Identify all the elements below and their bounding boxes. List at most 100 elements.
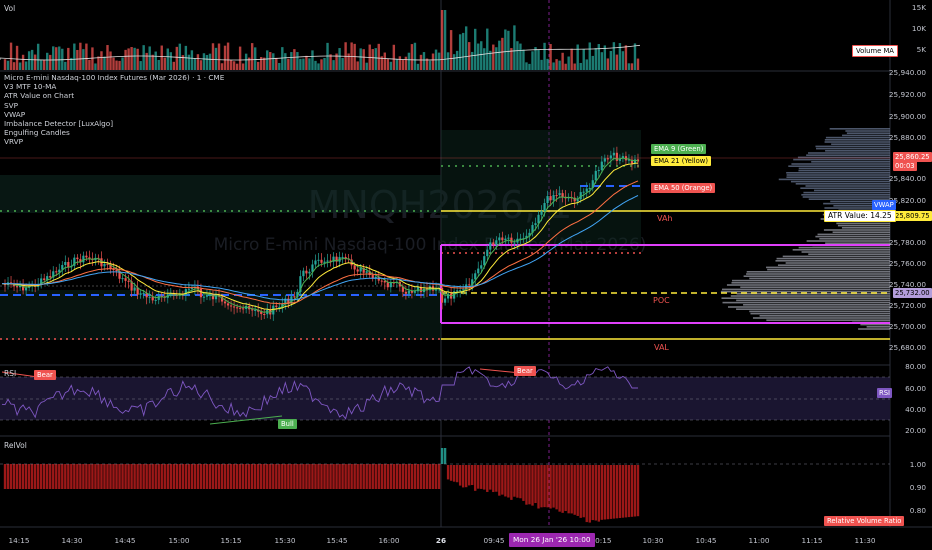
time-label: 14:30 bbox=[61, 536, 83, 545]
vwap-axis-tag: VWAP bbox=[872, 200, 896, 210]
volume-bar bbox=[193, 58, 197, 70]
volume-bar bbox=[181, 55, 185, 70]
volume-bar bbox=[205, 54, 209, 70]
time-label: 15:15 bbox=[220, 536, 242, 545]
profile-bar bbox=[858, 328, 890, 330]
candle-body bbox=[513, 242, 516, 244]
relvol-bar bbox=[253, 464, 257, 489]
relvol-bar bbox=[187, 464, 191, 489]
volume-bar bbox=[374, 48, 377, 70]
profile-bar bbox=[819, 238, 890, 240]
volume-bar bbox=[49, 54, 52, 70]
candle-body bbox=[242, 308, 245, 310]
profile-bar bbox=[750, 312, 890, 315]
candle-body bbox=[410, 290, 414, 293]
indicator-svp[interactable]: SVP bbox=[4, 100, 19, 110]
relvol-bar bbox=[440, 448, 444, 464]
profile-bar bbox=[798, 246, 890, 249]
relvol-bar bbox=[302, 464, 305, 489]
relvol-bar bbox=[202, 464, 206, 489]
candle-body bbox=[462, 289, 465, 291]
candle-body bbox=[507, 237, 510, 239]
candle-body bbox=[558, 193, 561, 196]
profile-bar bbox=[866, 326, 890, 328]
volume-bar bbox=[464, 26, 468, 71]
poc-label: POC bbox=[653, 296, 670, 305]
time-label: 16:00 bbox=[378, 536, 400, 545]
candle-body bbox=[214, 294, 218, 300]
indicator-v3-mtf[interactable]: V3 MTF 10-MA bbox=[4, 82, 57, 92]
volume-bar bbox=[609, 50, 613, 70]
volume-bar bbox=[269, 52, 272, 70]
indicator-engulfing[interactable]: Engulfing Candles bbox=[4, 128, 70, 138]
indicator-atr[interactable]: ATR Value on Chart bbox=[4, 91, 75, 101]
relvol-bar bbox=[124, 464, 127, 489]
time-label: 10:45 bbox=[695, 536, 717, 545]
relvol-bar bbox=[633, 465, 637, 517]
indicator-imbalance[interactable]: Imbalance Detector [LuxAlgo] bbox=[4, 119, 114, 129]
profile-bar bbox=[800, 187, 890, 189]
volume-bar bbox=[492, 44, 495, 70]
candle-body bbox=[311, 264, 314, 272]
relvol-bar bbox=[6, 464, 10, 489]
candle-body bbox=[139, 293, 142, 295]
price-label: 25,920.00 bbox=[888, 90, 926, 99]
price-label: 25,780.00 bbox=[888, 238, 926, 247]
relvol-bar bbox=[368, 464, 371, 489]
candle-body bbox=[118, 271, 121, 279]
relvol-bar bbox=[425, 464, 429, 489]
profile-bar bbox=[833, 205, 890, 207]
rsi-axis: 40.00 bbox=[905, 405, 926, 414]
volume-bar bbox=[380, 56, 383, 70]
relvol-bar bbox=[446, 465, 450, 480]
candle-body bbox=[374, 276, 377, 279]
relvol-bar bbox=[121, 464, 124, 489]
price-label: 25,900.00 bbox=[888, 112, 926, 121]
volume-bar bbox=[392, 44, 396, 70]
relvol-bar bbox=[241, 464, 245, 489]
time-label-session: 26 bbox=[435, 536, 447, 545]
volume-bar bbox=[537, 50, 540, 70]
candle-body bbox=[537, 214, 540, 224]
volume-bar bbox=[341, 57, 344, 70]
volume-bar bbox=[214, 47, 218, 70]
price-label: 25,720.00 bbox=[888, 301, 926, 310]
relvol-bar bbox=[24, 464, 28, 489]
relvol-bar bbox=[525, 465, 528, 505]
profile-bar bbox=[803, 191, 890, 194]
volume-bar bbox=[190, 50, 194, 70]
relvol-bar bbox=[504, 465, 507, 497]
time-label: 14:45 bbox=[114, 536, 136, 545]
volume-ma-legend: Volume MA bbox=[852, 45, 898, 57]
candle-body bbox=[446, 293, 450, 299]
relvol-bar bbox=[386, 464, 390, 489]
candle-body bbox=[82, 255, 85, 263]
profile-bar bbox=[736, 299, 890, 302]
indicator-vrvp[interactable]: VRVP bbox=[4, 137, 24, 147]
candle-body bbox=[555, 195, 558, 197]
relvol-bar bbox=[211, 464, 215, 489]
candle-body bbox=[474, 273, 477, 280]
candle-body bbox=[489, 242, 492, 250]
indicator-vwap[interactable]: VWAP bbox=[4, 109, 26, 119]
relvol-bar bbox=[232, 464, 236, 489]
volume-bar bbox=[247, 57, 251, 70]
volume-bar bbox=[612, 42, 616, 70]
profile-bar bbox=[836, 222, 890, 225]
profile-bar bbox=[806, 154, 890, 156]
volume-bar bbox=[606, 58, 610, 70]
profile-bar bbox=[806, 240, 890, 242]
symbol-title[interactable]: Micro E-mini Nasdaq-100 Index Futures (M… bbox=[4, 73, 225, 82]
candle-body bbox=[184, 289, 187, 296]
volume-bar bbox=[474, 28, 477, 71]
profile-bar bbox=[736, 308, 890, 310]
volume-bar bbox=[555, 59, 558, 70]
relvol-bar bbox=[284, 464, 287, 489]
candle-body bbox=[187, 288, 190, 290]
relvol-bar bbox=[537, 465, 540, 509]
relvol-bar bbox=[543, 465, 546, 508]
candle-body bbox=[362, 267, 365, 273]
profile-bar bbox=[786, 172, 890, 174]
